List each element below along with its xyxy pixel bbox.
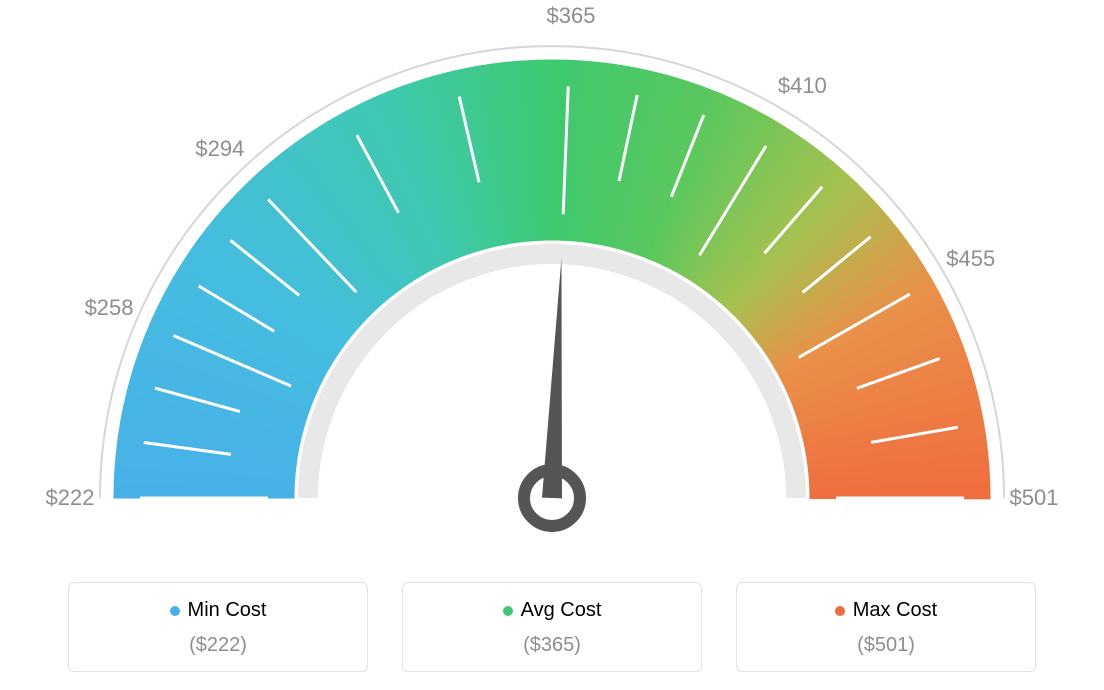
legend-title-min: Min Cost <box>170 599 267 622</box>
gauge-chart: $222 $258 $294 $365 $410 $455 $501 <box>0 0 1104 560</box>
dot-min <box>170 606 180 616</box>
legend-card-max: Max Cost ($501) <box>736 582 1036 672</box>
legend-card-avg: Avg Cost ($365) <box>402 582 702 672</box>
gauge-needle <box>542 258 562 498</box>
legend-label-max: Max Cost <box>853 599 937 622</box>
gauge-svg <box>0 0 1104 560</box>
dot-max <box>835 606 845 616</box>
gauge-tick-label: $501 <box>1010 485 1059 511</box>
legend-title-max: Max Cost <box>835 599 937 622</box>
legend-value-avg: ($365) <box>413 634 691 657</box>
gauge-tick-label: $222 <box>46 485 95 511</box>
legend-label-min: Min Cost <box>188 599 267 622</box>
gauge-tick-label: $365 <box>547 3 596 29</box>
legend-title-avg: Avg Cost <box>503 599 602 622</box>
legend-value-min: ($222) <box>79 634 357 657</box>
legend-value-max: ($501) <box>747 634 1025 657</box>
gauge-tick-label: $410 <box>778 73 827 99</box>
legend-row: Min Cost ($222) Avg Cost ($365) Max Cost… <box>0 582 1104 672</box>
gauge-tick-label: $294 <box>195 136 244 162</box>
legend-card-min: Min Cost ($222) <box>68 582 368 672</box>
gauge-tick-label: $455 <box>946 246 995 272</box>
dot-avg <box>503 606 513 616</box>
legend-label-avg: Avg Cost <box>521 599 602 622</box>
gauge-tick-label: $258 <box>85 295 134 321</box>
